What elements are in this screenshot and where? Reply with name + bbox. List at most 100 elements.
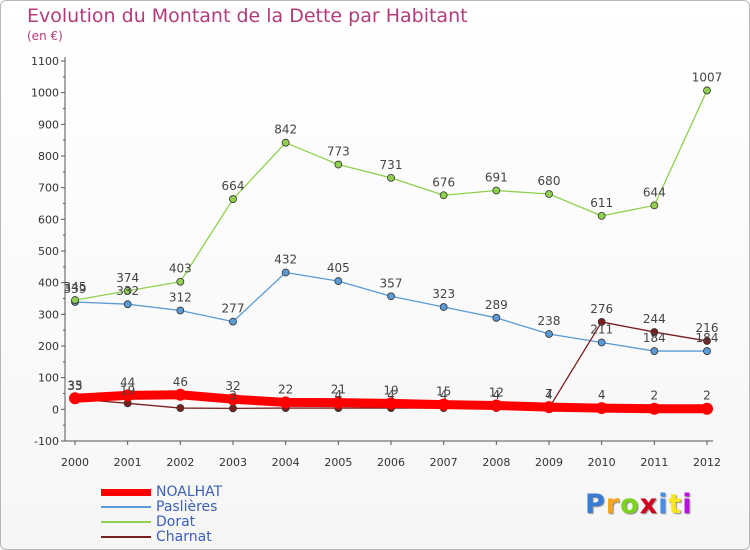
data-point-pasli-res <box>650 347 659 355</box>
data-point-charnat <box>176 404 185 412</box>
data-point-dorat <box>71 296 79 304</box>
legend-label-pasli-res: Paslières <box>156 499 218 515</box>
logo-letter: r <box>605 489 621 520</box>
data-label-dorat: 1007 <box>692 70 723 84</box>
data-point-noalhat <box>490 399 503 412</box>
data-point-noalhat <box>279 396 292 409</box>
logo-letter: P <box>585 489 606 520</box>
data-label-pasli-res: 289 <box>485 298 508 312</box>
x-tick-label: 2004 <box>272 456 300 469</box>
data-label-noalhat: 35 <box>67 378 82 392</box>
data-point-dorat <box>650 201 659 210</box>
data-label-dorat: 676 <box>432 175 455 189</box>
x-tick-label: 2011 <box>640 456 668 469</box>
data-point-noalhat <box>543 401 555 414</box>
data-label-charnat: 4 <box>493 388 501 402</box>
data-point-charnat <box>650 328 659 336</box>
y-tick-label: 800 <box>38 150 59 163</box>
data-label-noalhat: 21 <box>331 383 346 397</box>
data-label-charnat: 276 <box>590 302 613 316</box>
data-label-noalhat: 44 <box>120 375 135 389</box>
data-label-pasli-res: 277 <box>222 302 245 316</box>
data-label-charnat: 4 <box>387 388 395 402</box>
data-point-pasli-res <box>281 268 290 277</box>
chart-title: Evolution du Montant de la Dette par Hab… <box>27 5 468 27</box>
data-label-noalhat: 22 <box>278 382 293 396</box>
data-label-dorat: 731 <box>380 158 403 172</box>
data-point-pasli-res <box>229 317 237 326</box>
data-label-dorat: 403 <box>169 262 192 276</box>
data-point-noalhat <box>648 402 661 415</box>
data-point-pasli-res <box>597 338 606 347</box>
data-point-noalhat <box>227 393 239 406</box>
y-tick-label: 1000 <box>31 87 59 100</box>
data-point-dorat <box>334 160 343 169</box>
logo-letter: t <box>668 489 683 520</box>
data-point-noalhat <box>595 402 608 415</box>
data-label-noalhat: 7 <box>545 387 553 401</box>
data-point-dorat <box>229 195 237 203</box>
data-label-pasli-res: 211 <box>590 323 613 337</box>
data-label-dorat: 374 <box>116 271 139 285</box>
data-label-dorat: 345 <box>64 280 87 294</box>
data-point-dorat <box>176 277 185 286</box>
data-label-noalhat: 15 <box>436 385 451 399</box>
data-label-charnat: 3 <box>229 388 237 402</box>
data-point-dorat <box>387 173 395 182</box>
data-label-noalhat: 46 <box>173 375 188 389</box>
data-point-charnat <box>229 404 237 413</box>
data-label-charnat: 4 <box>545 388 553 402</box>
chart-unit-label: (en €) <box>27 29 63 43</box>
data-point-dorat <box>597 211 606 220</box>
data-point-noalhat <box>437 398 450 411</box>
data-label-dorat: 611 <box>590 196 613 210</box>
y-tick-label: 1100 <box>31 55 59 68</box>
legend-swatch-charnat <box>101 536 151 538</box>
data-label-dorat: 680 <box>538 174 561 188</box>
data-point-noalhat <box>121 389 134 402</box>
x-tick-label: 2009 <box>535 456 563 469</box>
data-label-pasli-res: 184 <box>696 331 719 345</box>
data-point-noalhat <box>69 392 81 405</box>
data-label-dorat: 644 <box>643 185 666 199</box>
legend-swatch-noalhat <box>101 489 151 496</box>
data-label-dorat: 842 <box>274 123 297 137</box>
data-point-noalhat <box>385 397 397 410</box>
data-label-pasli-res: 339 <box>64 282 87 296</box>
data-label-charnat: 244 <box>643 312 666 326</box>
data-point-charnat <box>597 318 606 326</box>
x-tick-label: 2007 <box>430 456 458 469</box>
data-point-noalhat <box>174 388 187 401</box>
logo-letter: i <box>682 489 693 520</box>
data-label-pasli-res: 238 <box>538 314 561 328</box>
data-point-pasli-res <box>703 347 711 355</box>
data-point-noalhat <box>701 402 713 415</box>
data-point-charnat <box>703 337 711 345</box>
data-label-dorat: 664 <box>222 179 245 193</box>
legend-label-charnat: Charnat <box>156 529 212 545</box>
data-point-pasli-res <box>545 330 553 338</box>
logo-letter: o <box>620 489 640 520</box>
chart-series <box>69 86 713 415</box>
y-tick-label: 400 <box>38 277 59 290</box>
y-tick-label: 700 <box>38 182 59 195</box>
data-point-pasli-res <box>387 292 395 301</box>
data-point-dorat <box>123 286 132 295</box>
data-label-charnat: 33 <box>67 379 82 393</box>
legend-swatch-pasli-res <box>101 506 151 508</box>
data-label-pasli-res: 312 <box>169 291 192 305</box>
y-tick-label: 0 <box>52 403 59 416</box>
x-tick-label: 2010 <box>588 456 616 469</box>
proxiti-logo: Proxiti <box>585 489 693 520</box>
chart-axes: -100 0 100 200 300 400 500 600 700 800 900 1000 1100… <box>31 55 721 469</box>
data-point-dorat <box>492 186 501 195</box>
data-label-pasli-res: 405 <box>327 261 350 275</box>
x-tick-label: 2003 <box>219 456 247 469</box>
logo-letter: i <box>658 489 669 520</box>
data-label-dorat: 773 <box>327 145 350 159</box>
y-tick-label: 200 <box>38 340 59 353</box>
y-tick-label: 500 <box>38 245 59 258</box>
